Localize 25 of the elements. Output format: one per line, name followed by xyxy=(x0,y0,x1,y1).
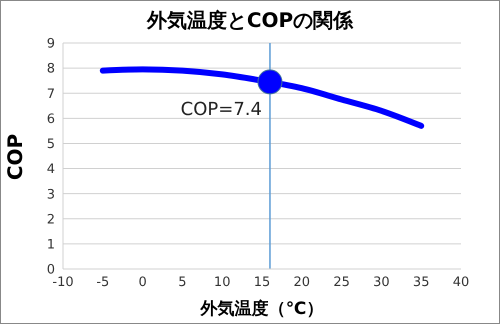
x-tick-label: 25 xyxy=(333,275,350,290)
y-axis-title: COP xyxy=(3,134,27,180)
y-tick-label: 9 xyxy=(46,36,55,52)
y-tick-label: 4 xyxy=(46,162,55,178)
x-tick-label: 0 xyxy=(138,275,147,290)
x-tick-label: -10 xyxy=(52,275,74,290)
x-tick-label: 20 xyxy=(294,275,310,290)
y-tick-label: 1 xyxy=(46,238,55,253)
x-tick-label: 10 xyxy=(214,275,230,290)
y-tick-label: 2 xyxy=(46,212,55,228)
y-tick-label: 8 xyxy=(46,62,55,77)
y-tick-label: 0 xyxy=(46,262,55,278)
x-tick-label: 15 xyxy=(254,275,270,290)
x-tick-label: -5 xyxy=(96,275,110,290)
chart-title: 外気温度とCOPの関係 xyxy=(146,7,354,34)
y-tick-label: 5 xyxy=(46,137,55,152)
x-tick-label: 5 xyxy=(178,275,187,290)
y-tick-label: 7 xyxy=(46,86,55,102)
y-tick-label: 3 xyxy=(46,187,55,202)
x-axis-title: 外気温度（℃） xyxy=(199,298,324,320)
x-tick-label: 40 xyxy=(452,275,470,290)
y-tick-label: 6 xyxy=(46,112,55,127)
x-tick-label: 30 xyxy=(373,275,390,290)
x-tick-label: 35 xyxy=(412,275,430,290)
annotation: COP=7.4 xyxy=(180,99,262,120)
